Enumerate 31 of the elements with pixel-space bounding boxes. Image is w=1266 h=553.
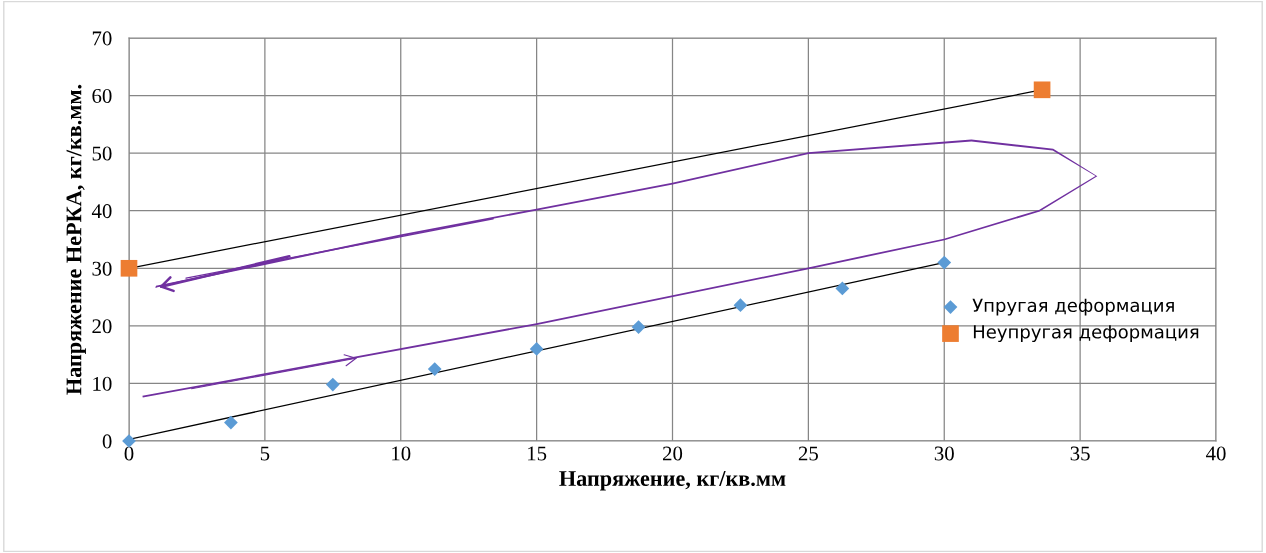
- y-tick-label: 50: [92, 146, 112, 161]
- point: [733, 298, 748, 313]
- point: [937, 255, 952, 270]
- point: [1033, 81, 1051, 99]
- x-tick-label: 0: [124, 446, 134, 461]
- x-tick-label: 40: [1205, 446, 1226, 461]
- x-tick-label: 25: [798, 446, 818, 461]
- y-tick-label: 30: [92, 261, 112, 276]
- y-tick-label: 10: [93, 376, 112, 391]
- y-tick-label: 0: [102, 434, 112, 449]
- x-tick-label: 20: [663, 446, 683, 461]
- x-tick-label: 30: [934, 446, 954, 461]
- point: [529, 342, 544, 356]
- y-tick-label: 70: [92, 31, 112, 46]
- x-axis-title: Напряжение, кг/кв.мм: [559, 471, 786, 491]
- point: [631, 320, 646, 334]
- legend-label: Неупругая деформация: [973, 325, 1199, 343]
- y-tick-label: 40: [91, 204, 112, 219]
- y-tick-label: 60: [92, 88, 112, 103]
- x-tick-label: 5: [260, 446, 270, 461]
- x-tick-label: 35: [1070, 446, 1090, 461]
- point: [427, 362, 442, 376]
- y-tick-label: 20: [92, 319, 112, 334]
- point: [120, 259, 138, 277]
- point: [835, 281, 850, 296]
- x-tick-label: 10: [392, 446, 411, 461]
- legend-label: Упругая деформация: [972, 298, 1174, 316]
- point: [325, 377, 340, 392]
- y-axis-title: Напряжение НеРКА, кг/кв.мм.: [66, 84, 86, 395]
- point: [224, 415, 238, 430]
- x-tick-label: 15: [528, 446, 547, 461]
